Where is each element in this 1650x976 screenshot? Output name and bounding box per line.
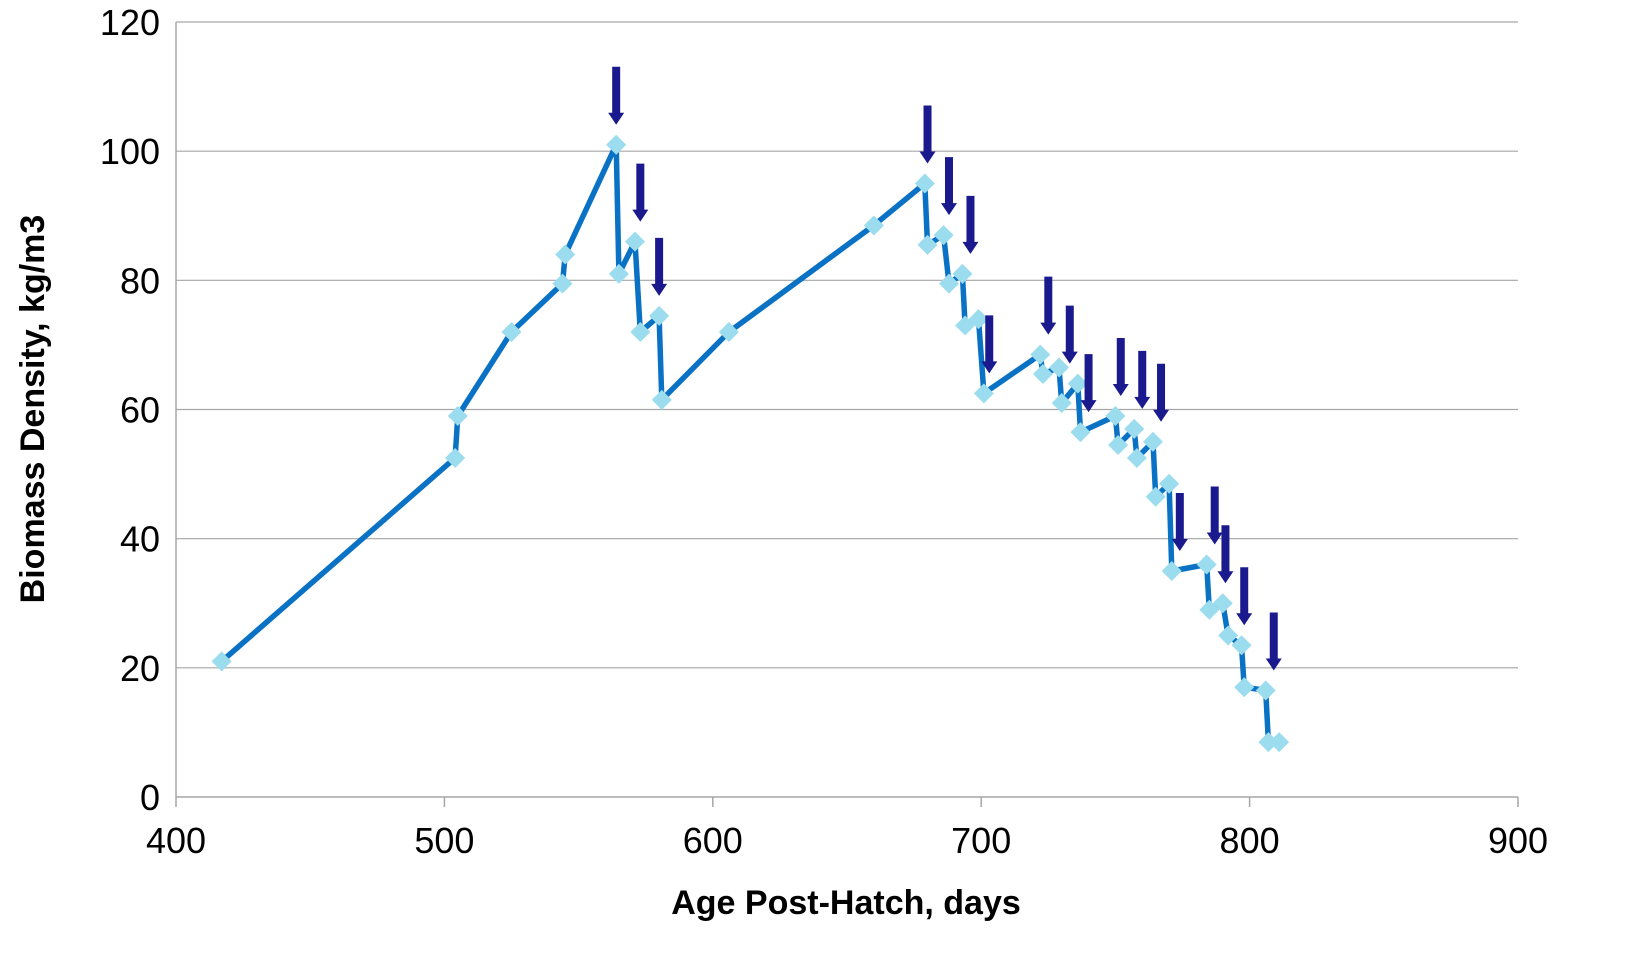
data-point-marker bbox=[1258, 732, 1279, 753]
data-point-marker bbox=[1234, 677, 1255, 698]
data-markers bbox=[211, 134, 1290, 753]
x-axis-title: Age Post-Hatch, days bbox=[671, 884, 1021, 922]
y-tick-label: 100 bbox=[100, 131, 160, 172]
data-point-marker bbox=[933, 225, 954, 246]
down-arrow-icon bbox=[1206, 486, 1223, 545]
data-point-marker bbox=[1196, 554, 1217, 575]
y-tick-label: 60 bbox=[120, 390, 160, 431]
data-point-marker bbox=[1051, 393, 1072, 414]
data-point-marker bbox=[1142, 431, 1163, 452]
data-point-marker bbox=[863, 215, 884, 236]
data-point-marker bbox=[1269, 732, 1290, 753]
data-point-marker bbox=[1105, 405, 1126, 426]
y-tick-label: 120 bbox=[100, 2, 160, 43]
down-arrow-icon bbox=[1134, 350, 1151, 409]
data-point-marker bbox=[914, 173, 935, 194]
data-point-marker bbox=[952, 263, 973, 284]
down-arrow-icon bbox=[940, 157, 957, 216]
x-tick-label: 700 bbox=[951, 820, 1011, 861]
data-point-marker bbox=[211, 651, 232, 672]
x-tick-label: 400 bbox=[146, 820, 206, 861]
data-point-marker bbox=[608, 263, 629, 284]
x-tick-label: 600 bbox=[683, 820, 743, 861]
data-point-marker bbox=[624, 231, 645, 252]
data-point-marker bbox=[1049, 357, 1070, 378]
down-arrow-icon bbox=[1061, 305, 1078, 364]
data-point-marker bbox=[1067, 373, 1088, 394]
data-point-marker bbox=[555, 244, 576, 265]
data-point-marker bbox=[649, 305, 670, 326]
down-arrow-icon bbox=[1217, 525, 1234, 584]
down-arrow-icon bbox=[1080, 354, 1097, 413]
down-arrow-icon bbox=[608, 66, 625, 125]
data-point-marker bbox=[917, 234, 938, 255]
y-axis-title: Biomass Density, kg/m3 bbox=[14, 215, 52, 604]
down-arrow-icon bbox=[651, 237, 668, 296]
data-point-marker bbox=[651, 389, 672, 410]
down-arrow-icon bbox=[981, 315, 998, 374]
data-point-marker bbox=[552, 273, 573, 294]
data-point-marker bbox=[938, 273, 959, 294]
data-point-marker bbox=[1126, 447, 1147, 468]
data-point-marker bbox=[1212, 593, 1233, 614]
gridlines bbox=[176, 21, 1518, 669]
x-tick-label: 500 bbox=[414, 820, 474, 861]
x-tick-label: 900 bbox=[1488, 820, 1548, 861]
data-point-marker bbox=[718, 322, 739, 342]
data-point-marker bbox=[968, 309, 989, 330]
event-arrows bbox=[608, 66, 1282, 671]
x-tick-label: 800 bbox=[1220, 820, 1280, 861]
data-point-marker bbox=[1124, 418, 1145, 439]
y-tick-label: 80 bbox=[120, 260, 160, 301]
data-point-marker bbox=[606, 134, 627, 155]
data-point-marker bbox=[501, 322, 522, 342]
y-tick-label: 0 bbox=[140, 777, 160, 818]
data-point-marker bbox=[1255, 680, 1276, 701]
data-point-marker bbox=[447, 405, 468, 426]
data-point-marker bbox=[1030, 344, 1051, 365]
data-point-marker bbox=[1231, 635, 1252, 656]
data-point-marker bbox=[1159, 473, 1180, 494]
down-arrow-icon bbox=[1112, 337, 1129, 396]
tick-labels: 0 20 40 60 80 100 120 400 500 600 700 800 900 bbox=[100, 2, 1548, 861]
y-tick-label: 40 bbox=[120, 519, 160, 560]
data-point-marker bbox=[1108, 435, 1129, 456]
data-point-marker bbox=[1070, 422, 1091, 443]
down-arrow-icon bbox=[1171, 492, 1188, 551]
down-arrow-icon bbox=[1040, 276, 1057, 335]
data-point-marker bbox=[973, 383, 994, 404]
down-arrow-icon bbox=[1265, 612, 1282, 671]
data-point-marker bbox=[1032, 363, 1053, 384]
data-point-marker bbox=[630, 322, 651, 342]
data-point-marker bbox=[445, 447, 466, 468]
y-tick-label: 20 bbox=[120, 648, 160, 689]
down-arrow-icon bbox=[632, 163, 649, 222]
down-arrow-icon bbox=[919, 105, 936, 164]
data-point-marker bbox=[1145, 486, 1166, 507]
axes bbox=[175, 22, 1519, 807]
down-arrow-icon bbox=[962, 195, 979, 254]
data-point-marker bbox=[1218, 625, 1239, 646]
data-point-marker bbox=[1161, 560, 1182, 581]
down-arrow-icon bbox=[1153, 363, 1170, 422]
down-arrow-icon bbox=[1236, 567, 1253, 626]
